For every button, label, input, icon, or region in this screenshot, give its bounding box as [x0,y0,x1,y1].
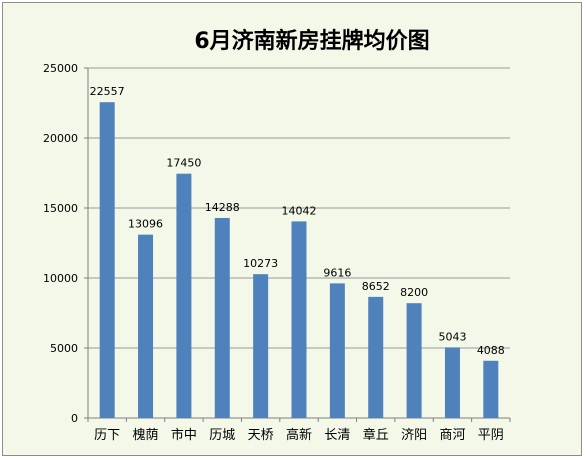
bar [214,217,230,418]
category-label: 长清 [324,428,350,443]
bar [291,221,307,418]
bar [138,234,154,418]
bar [406,303,422,418]
data-label: 9616 [323,266,351,279]
category-label: 天桥 [248,428,274,443]
data-label: 10273 [243,257,278,270]
category-label: 历城 [209,428,235,443]
data-labels: 22557 13096 17450 14288 10273 14042 9616 8652 82… [90,85,505,357]
category-label: 市中 [171,427,197,443]
y-tick-label: 15000 [43,202,78,215]
y-tick-label: 10000 [43,272,78,285]
category-label: 章丘 [363,427,389,443]
bar [99,102,115,419]
data-label: 17450 [166,157,201,170]
bar [253,274,269,418]
bar [444,347,460,418]
data-label: 4088 [477,344,505,357]
category-label: 槐荫 [133,427,159,443]
data-label: 5043 [438,330,466,343]
category-label: 济阳 [401,428,427,443]
bar [329,283,345,418]
category-label: 高新 [286,427,312,443]
data-label: 8200 [400,286,428,299]
y-tick-label: 0 [71,412,78,425]
data-label: 8652 [362,280,390,293]
data-label: 22557 [90,85,125,98]
category-label: 平阴 [478,428,504,443]
y-tick-label: 20000 [43,132,78,145]
y-axis-ticks: 0 5000 10000 15000 20000 25000 [43,62,88,425]
data-label: 14288 [205,201,240,214]
y-tick-label: 25000 [43,62,78,75]
chart-title: 6月济南新房挂牌均价图 [194,28,429,54]
category-label: 商河 [439,428,465,443]
x-axis-labels: 历下 槐荫 市中 历城 天桥 高新 长清 章丘 济阳 商河 平阴 [94,427,504,443]
category-label: 历下 [94,428,120,443]
y-tick-label: 5000 [50,342,78,355]
bars [99,102,499,419]
bar [368,296,384,418]
bar [483,360,499,418]
bar [176,173,192,418]
data-label: 13096 [128,218,163,231]
data-label: 14042 [282,204,317,217]
